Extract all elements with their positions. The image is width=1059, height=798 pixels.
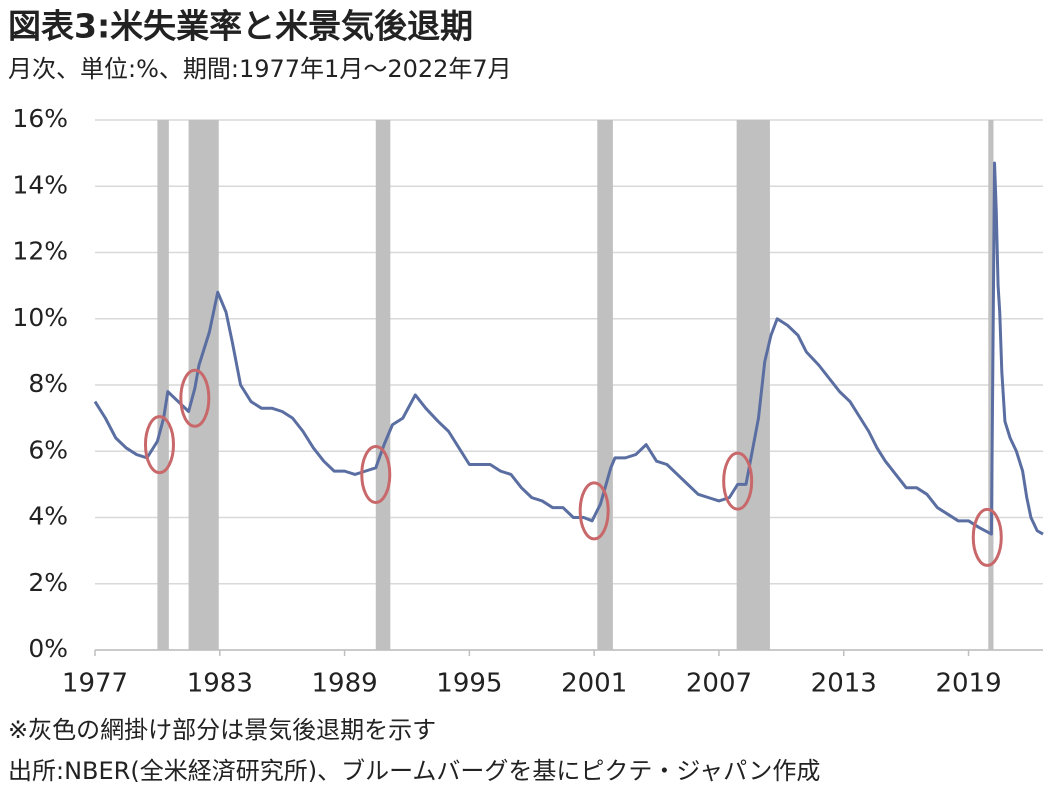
recession-band bbox=[597, 120, 613, 650]
y-tick-label: 0% bbox=[28, 634, 68, 663]
y-tick-label: 10% bbox=[12, 303, 68, 332]
x-tick-label: 2019 bbox=[935, 669, 1001, 699]
y-tick-label: 8% bbox=[28, 369, 68, 398]
x-tick-label: 1995 bbox=[436, 669, 502, 699]
x-tick-label: 1989 bbox=[311, 669, 377, 699]
y-tick-label: 14% bbox=[12, 170, 68, 199]
chart-title: 図表3:米失業率と米景気後退期 bbox=[8, 7, 473, 46]
highlight-circle bbox=[722, 451, 754, 511]
y-tick-label: 2% bbox=[28, 568, 68, 597]
highlight-circle bbox=[143, 415, 175, 475]
x-tick-label: 2001 bbox=[561, 669, 627, 699]
chart-subtitle: 月次、単位:%、期間:1977年1月～2022年7月 bbox=[8, 55, 512, 83]
y-tick-label: 16% bbox=[12, 104, 68, 133]
y-tick-label: 4% bbox=[28, 502, 68, 531]
highlight-circle bbox=[179, 368, 211, 428]
source-note: 出所:NBER(全米経済研究所)、ブルームバーグを基にピクテ・ジャパン作成 bbox=[8, 757, 820, 785]
recession-band bbox=[988, 120, 994, 650]
recession-band bbox=[188, 120, 219, 650]
x-tick-label: 2007 bbox=[686, 669, 752, 699]
note: ※灰色の網掛け部分は景気後退期を示す bbox=[8, 716, 436, 744]
x-tick-label: 1977 bbox=[62, 669, 128, 699]
recession-band bbox=[157, 120, 169, 650]
y-tick-label: 12% bbox=[12, 237, 68, 266]
recession-band bbox=[375, 120, 391, 650]
x-tick-label: 1983 bbox=[187, 669, 253, 699]
x-tick-label: 2013 bbox=[811, 669, 877, 699]
highlight-circle bbox=[971, 507, 1003, 567]
recession-band bbox=[736, 120, 770, 650]
y-tick-label: 6% bbox=[28, 435, 68, 464]
highlight-circle bbox=[578, 481, 610, 541]
highlight-circle bbox=[360, 444, 392, 504]
unemployment-line bbox=[93, 161, 1044, 536]
